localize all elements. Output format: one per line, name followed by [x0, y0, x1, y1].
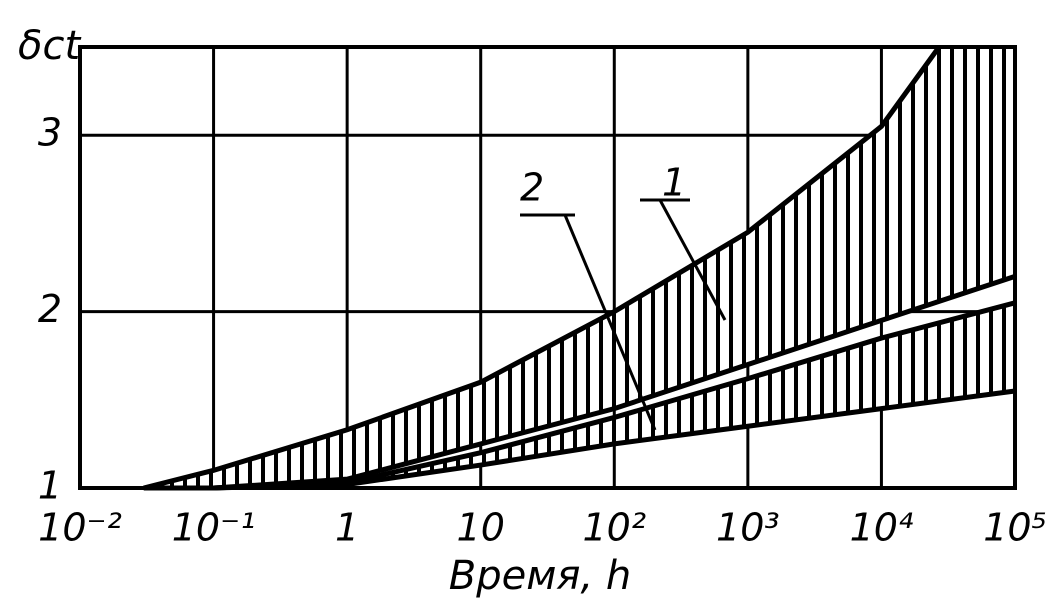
y-tick-label: 3: [38, 111, 62, 155]
x-tick-label: 10⁻¹: [172, 506, 256, 550]
y-tick-label: 2: [38, 287, 62, 331]
band-boundary: [143, 45, 942, 491]
y-axis-label: δct: [18, 23, 81, 69]
x-tick-label: 10: [457, 506, 505, 550]
pointer-line: [658, 199, 727, 321]
y-tick-label: 1: [38, 464, 62, 508]
x-axis-label: Время, h: [449, 553, 631, 599]
x-tick-label: 10⁻²: [38, 506, 122, 550]
band-fill: [143, 47, 1016, 488]
band-label: 2: [520, 166, 544, 210]
x-tick-label: 10⁴: [850, 506, 914, 550]
band-label: 1: [662, 161, 686, 205]
x-tick-label: 10²: [582, 506, 646, 550]
band-boundary: [213, 388, 1016, 491]
pointer-line: [563, 214, 657, 431]
plot-frame: [78, 45, 1017, 490]
x-tick-label: 10³: [716, 506, 780, 550]
x-tick-label: 10⁵: [983, 506, 1047, 550]
x-tick-label: 1: [335, 506, 359, 550]
band-fill: [213, 302, 1016, 488]
